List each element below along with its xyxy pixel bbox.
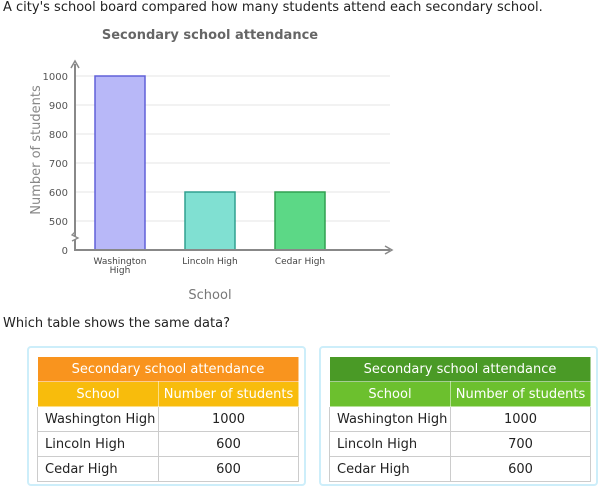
data-table: Secondary school attendance School Number…	[37, 356, 299, 482]
table-row: Cedar High 600	[37, 456, 299, 482]
answer-option-1[interactable]: Secondary school attendance School Number…	[27, 346, 306, 486]
data-table: Secondary school attendance School Number…	[329, 356, 591, 482]
count-cell: 600	[158, 431, 299, 457]
school-cell: Lincoln High	[37, 431, 159, 457]
x-tick-label: Lincoln High	[182, 257, 237, 267]
question-text: A city's school board compared how many …	[3, 0, 543, 15]
table-row: Washington High 1000	[329, 406, 591, 432]
x-tick-label: Cedar High	[275, 257, 325, 267]
x-axis-arrow-icon	[384, 245, 394, 255]
chart-title: Secondary school attendance	[102, 28, 318, 43]
y-tick-label: 1000	[43, 72, 68, 83]
school-cell: Washington High	[329, 406, 451, 432]
y-tick-label: 800	[49, 130, 68, 141]
y-tick-label: 500	[49, 217, 68, 228]
school-cell: Cedar High	[37, 456, 159, 482]
table-row: Lincoln High 700	[329, 431, 591, 457]
table-row: Cedar High 600	[329, 456, 591, 482]
axis-break-icon	[70, 231, 80, 242]
column-header: School	[329, 381, 451, 407]
x-tick-label: Washington	[94, 257, 147, 267]
table-title: Secondary school attendance	[37, 356, 299, 382]
answer-option-2[interactable]: Secondary school attendance School Number…	[319, 346, 598, 486]
column-header: Number of students	[450, 381, 591, 407]
count-cell: 1000	[158, 406, 299, 432]
y-axis-arrow-icon	[70, 59, 80, 69]
school-cell: Lincoln High	[329, 431, 451, 457]
x-tick-label: High	[110, 266, 131, 276]
y-tick-label: 700	[49, 159, 68, 170]
table-row: Lincoln High 600	[37, 431, 299, 457]
y-tick-label: 900	[49, 101, 68, 112]
bar	[274, 191, 326, 251]
bar-chart: Secondary school attendance 0 500 600 700 80…	[29, 28, 394, 303]
bar	[184, 191, 236, 251]
table-row: Washington High 1000	[37, 406, 299, 432]
prompt-text: Which table shows the same data?	[3, 316, 230, 331]
y-tick-label: 600	[49, 188, 68, 199]
y-axis-label: Number of students	[29, 85, 44, 215]
count-cell: 600	[158, 456, 299, 482]
table-title: Secondary school attendance	[329, 356, 591, 382]
bar	[94, 75, 146, 251]
school-cell: Washington High	[37, 406, 159, 432]
y-tick-label: 0	[62, 246, 68, 257]
count-cell: 1000	[450, 406, 591, 432]
column-header: School	[37, 381, 159, 407]
count-cell: 700	[450, 431, 591, 457]
school-cell: Cedar High	[329, 456, 451, 482]
column-header: Number of students	[158, 381, 299, 407]
x-axis-label: School	[188, 288, 231, 303]
count-cell: 600	[450, 456, 591, 482]
